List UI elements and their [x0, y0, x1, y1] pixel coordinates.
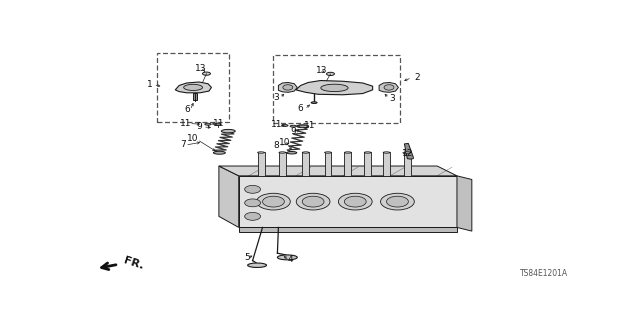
Text: 6: 6 — [298, 104, 303, 113]
Polygon shape — [239, 176, 457, 227]
Ellipse shape — [324, 152, 332, 153]
Text: 9: 9 — [196, 122, 202, 131]
Text: 4: 4 — [288, 255, 294, 264]
Text: 11: 11 — [271, 120, 283, 129]
Ellipse shape — [214, 123, 221, 125]
Bar — [273, 56, 400, 123]
Polygon shape — [278, 83, 297, 92]
Text: 13: 13 — [316, 66, 327, 75]
Ellipse shape — [290, 125, 296, 127]
Polygon shape — [457, 176, 472, 231]
Polygon shape — [404, 144, 413, 159]
Ellipse shape — [344, 196, 366, 207]
Ellipse shape — [404, 152, 411, 153]
Text: 11: 11 — [180, 119, 191, 128]
Text: 7: 7 — [180, 140, 186, 149]
Text: 13: 13 — [195, 64, 207, 73]
Circle shape — [244, 185, 260, 193]
Ellipse shape — [344, 152, 351, 153]
Bar — [157, 53, 229, 122]
Text: 3: 3 — [273, 93, 279, 102]
Bar — [257, 152, 264, 176]
Circle shape — [244, 212, 260, 220]
Text: 5: 5 — [244, 253, 250, 262]
Bar — [279, 152, 286, 176]
Text: FR.: FR. — [122, 256, 145, 272]
Ellipse shape — [184, 84, 202, 91]
Bar — [344, 152, 351, 176]
Ellipse shape — [311, 102, 317, 103]
Text: 3: 3 — [390, 94, 396, 103]
Ellipse shape — [383, 152, 390, 153]
Ellipse shape — [277, 255, 297, 260]
Text: 9: 9 — [291, 127, 296, 136]
Bar — [404, 152, 411, 176]
Polygon shape — [296, 80, 372, 95]
Ellipse shape — [279, 152, 286, 153]
Ellipse shape — [326, 72, 335, 76]
Text: 1: 1 — [147, 80, 152, 89]
Text: 10: 10 — [188, 135, 199, 144]
Text: 11: 11 — [212, 119, 224, 128]
Text: 6: 6 — [184, 105, 190, 114]
Circle shape — [244, 199, 260, 207]
Ellipse shape — [297, 125, 308, 128]
Bar — [324, 152, 332, 176]
Polygon shape — [175, 82, 211, 93]
Bar — [193, 93, 197, 100]
Polygon shape — [219, 166, 239, 227]
Ellipse shape — [202, 72, 211, 75]
Ellipse shape — [339, 193, 372, 210]
Ellipse shape — [257, 152, 264, 153]
Ellipse shape — [213, 151, 225, 154]
Ellipse shape — [302, 152, 309, 153]
Ellipse shape — [384, 85, 394, 90]
Text: 2: 2 — [415, 73, 420, 82]
Ellipse shape — [257, 193, 291, 210]
Bar — [364, 152, 371, 176]
Text: 12: 12 — [402, 150, 413, 159]
Polygon shape — [379, 83, 399, 92]
Text: TS84E1201A: TS84E1201A — [520, 269, 568, 278]
Polygon shape — [239, 227, 457, 232]
Ellipse shape — [205, 123, 211, 125]
Polygon shape — [219, 166, 457, 176]
Ellipse shape — [381, 193, 414, 210]
Text: 10: 10 — [278, 138, 290, 147]
Ellipse shape — [364, 152, 371, 153]
Ellipse shape — [287, 152, 297, 154]
Ellipse shape — [262, 196, 284, 207]
Bar — [383, 152, 390, 176]
Ellipse shape — [282, 124, 288, 126]
Ellipse shape — [387, 196, 408, 207]
Ellipse shape — [221, 130, 236, 133]
Ellipse shape — [302, 196, 324, 207]
Ellipse shape — [248, 263, 266, 267]
Ellipse shape — [296, 193, 330, 210]
Bar — [302, 152, 309, 176]
Ellipse shape — [283, 85, 292, 90]
Text: 8: 8 — [273, 141, 279, 150]
Text: 11: 11 — [304, 121, 316, 130]
Ellipse shape — [321, 84, 348, 92]
